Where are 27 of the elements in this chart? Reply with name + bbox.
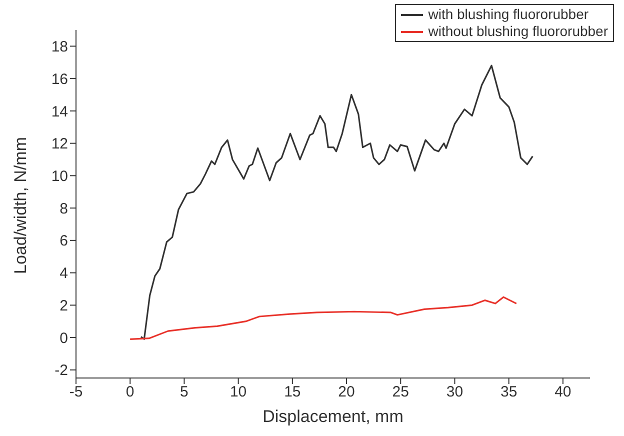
- x-tick-label: 25: [392, 384, 409, 401]
- y-tick-label: 12: [51, 136, 68, 153]
- y-tick-label: -2: [54, 362, 68, 380]
- legend-label: without blushing fluororubber: [428, 23, 608, 40]
- y-axis-title: Load/width, N/mm: [11, 137, 30, 274]
- x-tick-label: 10: [230, 384, 247, 401]
- y-tick-label: 6: [60, 232, 68, 250]
- y-tick-label: 8: [60, 200, 68, 218]
- line-series: [140, 64, 534, 340]
- x-tick-label: -5: [69, 384, 83, 401]
- y-tick-label: 14: [51, 103, 68, 120]
- x-tick-label: 15: [284, 384, 301, 401]
- line-series: [129, 296, 518, 340]
- x-tick-label: 20: [338, 384, 355, 401]
- y-tick-label: 16: [51, 70, 68, 88]
- x-tick-label: 0: [126, 384, 134, 401]
- y-tick-label: 18: [51, 38, 68, 56]
- x-tick-label: 5: [180, 384, 188, 401]
- y-tick-label: 4: [60, 265, 68, 282]
- x-tick-label: 35: [500, 384, 518, 401]
- y-tick-label: 2: [60, 297, 68, 314]
- legend-label: with blushing fluororubber: [428, 6, 589, 23]
- y-tick-label: 0: [60, 330, 68, 347]
- x-tick-label: 40: [554, 384, 572, 401]
- x-axis-title: Displacement, mm: [262, 407, 404, 426]
- y-tick-label: 10: [51, 168, 68, 185]
- x-tick-label: 30: [446, 384, 464, 401]
